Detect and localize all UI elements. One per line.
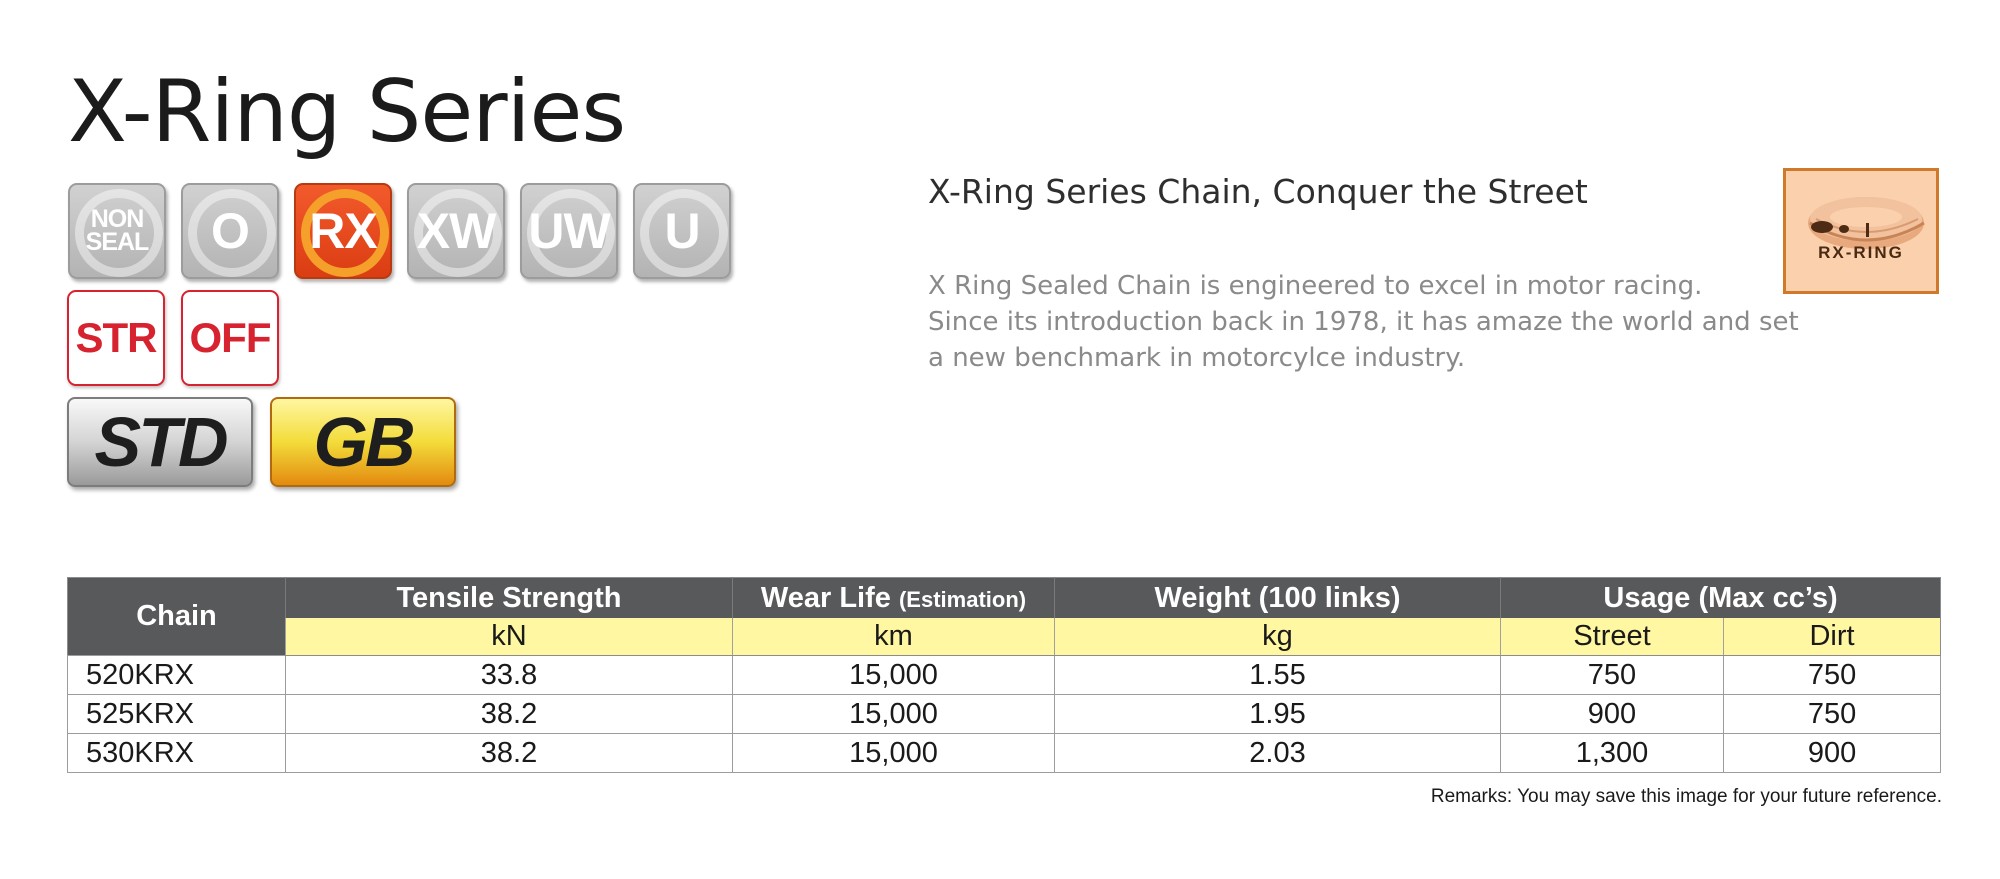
cell-chain: 525KRX <box>67 694 286 734</box>
cell-street: 750 <box>1500 655 1724 695</box>
unit-dirt: Dirt <box>1722 618 1941 656</box>
table-row: 525KRX 38.2 15,000 1.95 900 750 <box>67 694 1942 734</box>
gb-grade-label: GB <box>313 403 416 481</box>
cell-dirt: 750 <box>1722 694 1942 734</box>
rx-ring-logo: RX-RING <box>1783 168 1939 294</box>
series-description: X Ring Sealed Chain is engineered to exc… <box>928 268 1808 376</box>
description-line-3: a new benchmark in motorcylce industry. <box>928 343 1466 373</box>
col-header-usage: Usage (Max cc’s) <box>1499 577 1941 618</box>
cell-tensile: 38.2 <box>285 694 733 734</box>
cell-tensile: 38.2 <box>285 733 733 773</box>
description-line-2: Since its introduction back in 1978, it … <box>928 307 1799 337</box>
col-header-wear: Wear Life (Estimation) <box>732 577 1055 618</box>
cell-dirt: 900 <box>1722 733 1942 773</box>
std-grade-label: STD <box>94 403 229 481</box>
col-header-chain: Chain <box>67 577 286 656</box>
uw-ring-badge: UW <box>520 183 618 279</box>
non-seal-badge: NON SEAL <box>68 183 166 279</box>
cell-street: 900 <box>1500 694 1724 734</box>
remarks-note: Remarks: You may save this image for you… <box>1430 786 1942 807</box>
gb-grade-badge: GB <box>270 397 456 487</box>
rx-ring-label: RX <box>309 203 377 259</box>
description-line-1: X Ring Sealed Chain is engineered to exc… <box>928 271 1703 301</box>
cell-wear: 15,000 <box>732 655 1055 695</box>
cell-weight: 1.55 <box>1054 655 1501 695</box>
cell-chain: 530KRX <box>67 733 286 773</box>
cell-weight: 1.95 <box>1054 694 1501 734</box>
col-header-tensile: Tensile Strength <box>285 577 733 618</box>
cell-chain: 520KRX <box>67 655 286 695</box>
unit-street: Street <box>1500 618 1724 656</box>
cell-wear: 15,000 <box>732 694 1055 734</box>
wear-header-label: Wear Life <box>760 581 891 614</box>
non-seal-label-line2: SEAL <box>85 228 150 256</box>
unit-wear: km <box>732 618 1055 656</box>
offroad-usage-badge: OFF <box>181 290 279 386</box>
unit-tensile: kN <box>285 618 733 656</box>
u-ring-label: U <box>664 203 700 259</box>
u-ring-badge: U <box>633 183 731 279</box>
page-title: X-Ring Series <box>68 62 626 162</box>
uw-ring-label: UW <box>528 203 610 259</box>
cell-wear: 15,000 <box>732 733 1055 773</box>
o-ring-badge: O <box>181 183 279 279</box>
non-seal-label-line1: NON <box>90 205 145 233</box>
spec-table: Chain Tensile Strength Wear Life (Estima… <box>67 577 1942 773</box>
offroad-usage-label: OFF <box>189 314 272 361</box>
street-usage-label: STR <box>75 314 158 361</box>
table-row: 530KRX 38.2 15,000 2.03 1,300 900 <box>67 733 1942 773</box>
xw-ring-badge: XW <box>407 183 505 279</box>
rx-ring-badge: RX <box>294 183 392 279</box>
std-grade-badge: STD <box>67 397 253 487</box>
rx-ring-seal-icon <box>1808 197 1925 249</box>
unit-weight: kg <box>1054 618 1501 656</box>
cell-street: 1,300 <box>1500 733 1724 773</box>
cell-weight: 2.03 <box>1054 733 1501 773</box>
xw-ring-label: XW <box>416 203 497 259</box>
section-subtitle: X-Ring Series Chain, Conquer the Street <box>928 172 1588 211</box>
o-ring-label: O <box>211 203 250 259</box>
table-row: 520KRX 33.8 15,000 1.55 750 750 <box>67 655 1942 695</box>
col-header-weight: Weight (100 links) <box>1054 577 1501 618</box>
cell-dirt: 750 <box>1722 655 1942 695</box>
logo-text: RX-RING <box>1818 243 1904 262</box>
cell-tensile: 33.8 <box>285 655 733 695</box>
street-usage-badge: STR <box>67 290 165 386</box>
wear-header-note: (Estimation) <box>898 586 1027 612</box>
